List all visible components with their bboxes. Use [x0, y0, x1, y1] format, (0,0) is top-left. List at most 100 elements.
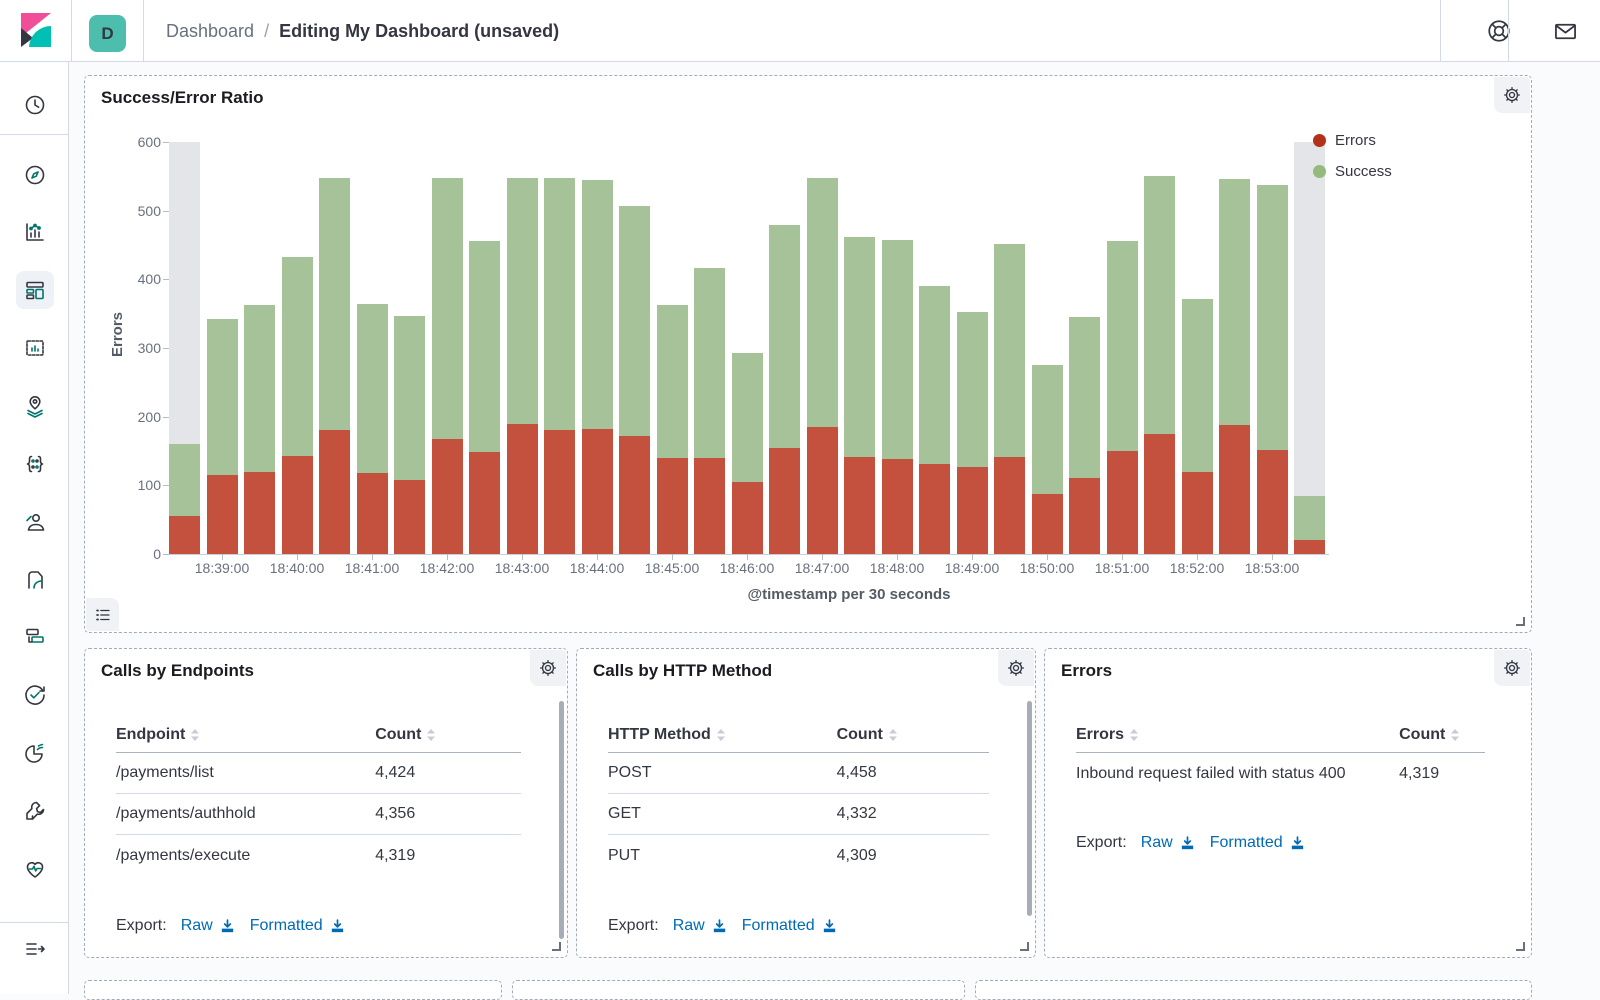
space-avatar[interactable]: D: [89, 15, 126, 52]
sidebar-item-visualize[interactable]: [16, 213, 54, 251]
errors-segment[interactable]: [619, 435, 650, 554]
success-segment[interactable]: [1069, 317, 1100, 479]
errors-segment[interactable]: [544, 430, 575, 554]
success-segment[interactable]: [1219, 179, 1250, 425]
errors-segment[interactable]: [1069, 478, 1100, 554]
sidebar-item-dev-tools[interactable]: [16, 792, 54, 830]
bar-18:52:00[interactable]: [1181, 142, 1213, 554]
success-segment[interactable]: [244, 304, 275, 472]
bar-18:41:30[interactable]: [394, 142, 425, 554]
export-formatted-link[interactable]: Formatted: [1210, 834, 1306, 852]
errors-segment[interactable]: [169, 516, 200, 554]
column-header[interactable]: Count: [1399, 725, 1446, 743]
success-segment[interactable]: [581, 180, 613, 430]
panel-resize-handle[interactable]: [1020, 942, 1029, 951]
success-segment[interactable]: [1106, 240, 1138, 451]
errors-segment[interactable]: [1144, 433, 1175, 554]
success-segment[interactable]: [881, 239, 913, 460]
errors-segment[interactable]: [469, 452, 500, 554]
sidebar-item-apm[interactable]: [16, 618, 54, 656]
sort-icon[interactable]: [426, 728, 436, 742]
sidebar-item-machine-learning[interactable]: [16, 445, 54, 483]
bar-18:45:00[interactable]: [656, 142, 688, 554]
bar-18:46:00[interactable]: [731, 142, 763, 554]
success-segment[interactable]: [919, 286, 950, 465]
table-row[interactable]: /payments/execute 4,319: [116, 835, 521, 876]
export-raw-link[interactable]: Raw: [673, 917, 728, 935]
success-segment[interactable]: [506, 178, 538, 424]
bar-18:44:30[interactable]: [619, 142, 650, 554]
column-header[interactable]: Errors: [1076, 725, 1125, 743]
success-segment[interactable]: [656, 305, 688, 458]
export-raw-link[interactable]: Raw: [181, 917, 236, 935]
column-header[interactable]: Count: [836, 725, 883, 743]
column-header[interactable]: Endpoint: [116, 725, 186, 743]
bar-18:43:30[interactable]: [544, 142, 575, 554]
success-segment[interactable]: [319, 177, 350, 431]
success-segment[interactable]: [544, 178, 575, 431]
errors-segment[interactable]: [1294, 540, 1325, 554]
bar-18:39:30[interactable]: [244, 142, 275, 554]
table-row[interactable]: PUT 4,309: [608, 835, 989, 876]
success-segment[interactable]: [1294, 495, 1325, 541]
bar-18:43:00[interactable]: [506, 142, 538, 554]
sort-icon[interactable]: [1129, 728, 1139, 742]
success-segment[interactable]: [356, 304, 388, 473]
bar-18:51:30[interactable]: [1144, 142, 1175, 554]
sidebar-item-maps[interactable]: [16, 387, 54, 425]
panel-scrollbar[interactable]: [1027, 701, 1032, 916]
sidebar-item-graph[interactable]: [16, 503, 54, 541]
success-segment[interactable]: [844, 237, 875, 458]
sort-icon[interactable]: [888, 728, 898, 742]
table-row[interactable]: Inbound request failed with status 400 4,…: [1076, 753, 1485, 794]
sort-icon[interactable]: [716, 728, 726, 742]
sidebar-item-discover[interactable]: [16, 156, 54, 194]
sidebar-item-uptime[interactable]: [16, 676, 54, 714]
bar-18:51:00[interactable]: [1106, 142, 1138, 554]
bar-18:40:30[interactable]: [319, 142, 350, 554]
errors-segment[interactable]: [356, 472, 388, 554]
errors-segment[interactable]: [731, 481, 763, 554]
bar-18:45:30[interactable]: [694, 142, 725, 554]
success-segment[interactable]: [1181, 299, 1213, 472]
column-header[interactable]: Count: [375, 725, 422, 743]
sidebar-item-canvas[interactable]: [16, 329, 54, 367]
bar-18:49:00[interactable]: [956, 142, 988, 554]
errors-segment[interactable]: [994, 456, 1025, 554]
legend-item-success[interactable]: Success: [1313, 163, 1392, 180]
errors-segment[interactable]: [394, 479, 425, 554]
errors-segment[interactable]: [1219, 424, 1250, 554]
sort-icon[interactable]: [190, 728, 200, 742]
panel-resize-handle[interactable]: [1516, 942, 1525, 951]
panel-options-button[interactable]: [1494, 650, 1530, 686]
legend-toggle-button[interactable]: [86, 598, 119, 631]
sidebar-item-dashboard[interactable]: [16, 271, 54, 309]
errors-segment[interactable]: [319, 430, 350, 554]
success-segment[interactable]: [731, 352, 763, 482]
success-segment[interactable]: [281, 257, 313, 456]
feedback-button[interactable]: [1548, 14, 1582, 48]
bar-18:52:30[interactable]: [1219, 142, 1250, 554]
panel-options-button[interactable]: [998, 650, 1034, 686]
export-raw-link[interactable]: Raw: [1141, 834, 1196, 852]
errors-segment[interactable]: [694, 457, 725, 554]
bar-18:48:30[interactable]: [919, 142, 950, 554]
errors-segment[interactable]: [506, 423, 538, 554]
column-header[interactable]: HTTP Method: [608, 725, 711, 743]
errors-segment[interactable]: [1256, 449, 1288, 554]
panel-options-button[interactable]: [1494, 77, 1530, 113]
bar-18:47:00[interactable]: [806, 142, 838, 554]
success-segment[interactable]: [694, 268, 725, 458]
success-segment[interactable]: [1256, 184, 1288, 450]
errors-segment[interactable]: [431, 439, 463, 554]
errors-segment[interactable]: [656, 457, 688, 554]
table-row[interactable]: /payments/list 4,424: [116, 753, 521, 794]
export-formatted-link[interactable]: Formatted: [742, 917, 838, 935]
bar-18:53:30[interactable]: [1294, 142, 1325, 554]
bar-18:49:30[interactable]: [994, 142, 1025, 554]
table-row[interactable]: POST 4,458: [608, 753, 989, 794]
success-segment[interactable]: [619, 205, 650, 436]
panel-resize-handle[interactable]: [552, 942, 561, 951]
bar-18:47:30[interactable]: [844, 142, 875, 554]
sidebar-item-recently-viewed[interactable]: [16, 86, 54, 124]
